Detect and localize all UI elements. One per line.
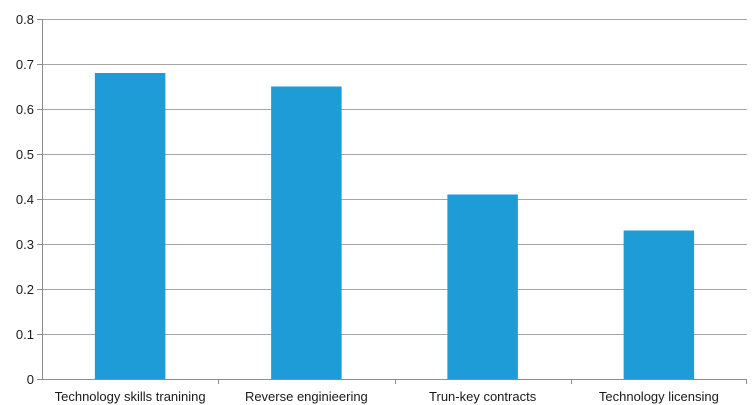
y-axis-ticks: 0 0.1 0.2 0.3 0.4 0.5 0.6 0.7 0.8 — [16, 12, 42, 387]
x-axis-labels: Technology skills tranining Reverse engin… — [55, 389, 719, 404]
y-tick-label: 0.4 — [16, 192, 34, 207]
x-tick-label: Technology skills tranining — [55, 389, 206, 404]
y-tick-label: 0.6 — [16, 102, 34, 117]
y-tick-label: 0.8 — [16, 12, 34, 27]
bar — [271, 86, 342, 379]
bar — [623, 230, 695, 379]
y-tick-label: 0.1 — [16, 327, 34, 342]
bar — [94, 73, 166, 379]
y-tick-label: 0 — [27, 372, 34, 387]
x-tick-label: Trun-key contracts — [429, 389, 537, 404]
y-tick-label: 0.5 — [16, 147, 34, 162]
bar — [447, 194, 518, 379]
x-tick-label: Reverse enginieering — [245, 389, 368, 404]
x-tick-label: Technology licensing — [599, 389, 719, 404]
y-tick-label: 0.2 — [16, 282, 34, 297]
y-tick-label: 0.3 — [16, 237, 34, 252]
bars — [94, 73, 695, 379]
x-axis — [37, 19, 747, 384]
y-tick-label: 0.7 — [16, 57, 34, 72]
